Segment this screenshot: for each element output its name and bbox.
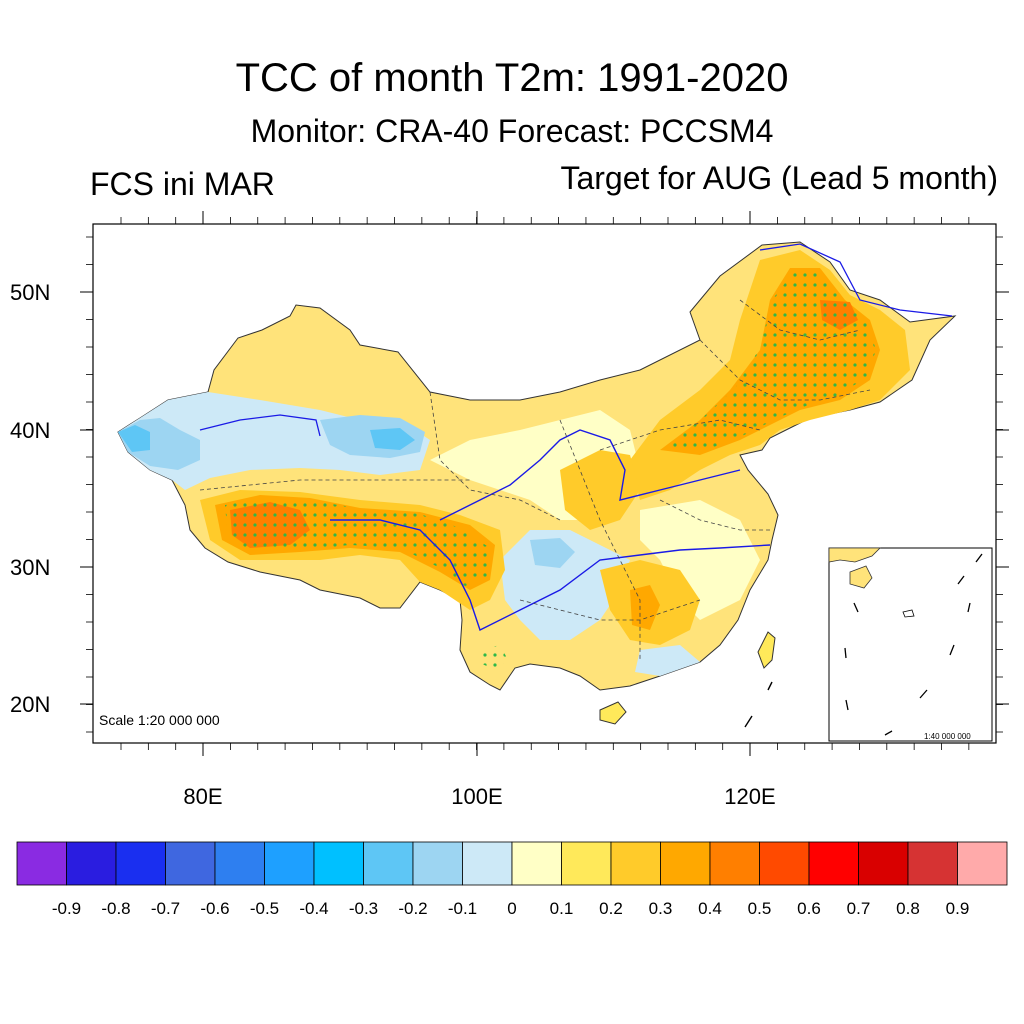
colorbar-label: 0.9 bbox=[946, 899, 970, 918]
colorbar-swatch bbox=[858, 841, 909, 886]
colorbar-swatch bbox=[610, 841, 661, 886]
colorbar-swatch bbox=[363, 841, 414, 886]
colorbar-swatch bbox=[957, 841, 1008, 886]
corr-zone-southeast-strong bbox=[630, 585, 660, 630]
lon-label-120e: 120E bbox=[724, 784, 775, 809]
lat-minor-ticks bbox=[86, 236, 1003, 733]
colorbar-label: -0.5 bbox=[250, 899, 279, 918]
colorbar-label: 0 bbox=[507, 899, 516, 918]
colorbar-swatch bbox=[214, 841, 265, 886]
colorbar-swatch bbox=[165, 841, 216, 886]
corr-zone-weak-positive-east bbox=[640, 500, 760, 620]
china-map bbox=[117, 241, 957, 728]
river-yellow bbox=[439, 429, 741, 521]
colorbar: -0.9 -0.8 -0.7 -0.6 -0.5 -0.4 -0.3 -0.2 -0.1 0 0.1… bbox=[16, 841, 1008, 918]
inset-map: 1:40 000 000 bbox=[828, 547, 993, 742]
colorbar-label: -0.2 bbox=[398, 899, 427, 918]
corr-zone-west-negative bbox=[118, 392, 430, 490]
hainan-island bbox=[599, 701, 627, 725]
corr-zone-south-negative bbox=[635, 645, 700, 676]
inset-reef bbox=[902, 609, 915, 618]
colorbar-swatch bbox=[412, 841, 463, 886]
colorbar-label: 0.1 bbox=[550, 899, 574, 918]
colorbar-swatch bbox=[808, 841, 859, 886]
target-label: Target for AUG (Lead 5 month) bbox=[560, 160, 998, 196]
dash-mark bbox=[744, 715, 753, 728]
colorbar-swatch bbox=[115, 841, 166, 886]
map-scale: Scale 1:20 000 000 bbox=[99, 712, 220, 728]
corr-zone-central-core bbox=[530, 538, 575, 568]
significance-stipple-south bbox=[480, 645, 508, 670]
river-yangtze bbox=[330, 519, 771, 631]
map-title: TCC of month T2m: 1991-2020 bbox=[235, 56, 789, 100]
colorbar-label: 0.5 bbox=[748, 899, 772, 918]
taiwan-island bbox=[757, 631, 776, 669]
significance-stipple-tibet bbox=[225, 498, 490, 586]
river-amur bbox=[759, 243, 953, 317]
colorbar-label: -0.6 bbox=[200, 899, 229, 918]
lat-label-40n: 40N bbox=[10, 418, 50, 443]
colorbar-label: -0.7 bbox=[151, 899, 180, 918]
corr-zone-central-negative bbox=[500, 530, 630, 640]
lon-minor-ticks bbox=[120, 217, 970, 750]
colorbar-label: 0.4 bbox=[698, 899, 722, 918]
colorbar-label: 0.2 bbox=[599, 899, 623, 918]
inset-hainan bbox=[849, 565, 873, 589]
colorbar-label: 0.8 bbox=[896, 899, 920, 918]
lon-label-100e: 100E bbox=[451, 784, 502, 809]
colorbar-label: -0.8 bbox=[101, 899, 130, 918]
significance-stipple-northeast bbox=[665, 270, 876, 452]
colorbar-swatch bbox=[709, 841, 760, 886]
lat-label-20n: 20N bbox=[10, 692, 50, 717]
colorbar-label: 0.7 bbox=[847, 899, 871, 918]
corr-zone-west-tip bbox=[118, 425, 150, 452]
init-label: FCS ini MAR bbox=[90, 166, 275, 202]
colorbar-swatch bbox=[264, 841, 315, 886]
colorbar-swatch bbox=[660, 841, 711, 886]
colorbar-swatch bbox=[313, 841, 364, 886]
inset-scale: 1:40 000 000 bbox=[924, 732, 971, 741]
river-tarim bbox=[199, 414, 321, 437]
dash-mark bbox=[767, 681, 773, 691]
colorbar-swatch bbox=[462, 841, 513, 886]
colorbar-label: -0.4 bbox=[299, 899, 328, 918]
colorbar-swatch bbox=[16, 841, 67, 886]
inset-coast bbox=[828, 547, 881, 563]
colorbar-label: -0.3 bbox=[349, 899, 378, 918]
corr-zone-tarim-core bbox=[370, 428, 415, 450]
colorbar-label: -0.1 bbox=[448, 899, 477, 918]
inset-dash-line bbox=[844, 553, 983, 736]
colorbar-label: 0.6 bbox=[797, 899, 821, 918]
colorbar-swatch bbox=[759, 841, 810, 886]
lat-label-50n: 50N bbox=[10, 280, 50, 305]
colorbar-swatch bbox=[907, 841, 958, 886]
colorbar-label: 0.3 bbox=[649, 899, 673, 918]
lat-label-30n: 30N bbox=[10, 555, 50, 580]
colorbar-swatch bbox=[66, 841, 117, 886]
map-subtitle: Monitor: CRA-40 Forecast: PCCSM4 bbox=[250, 113, 774, 149]
colorbar-label: -0.9 bbox=[52, 899, 81, 918]
province-borders bbox=[199, 299, 871, 660]
colorbar-swatch bbox=[511, 841, 562, 886]
colorbar-swatch bbox=[561, 841, 612, 886]
lon-label-80e: 80E bbox=[183, 784, 222, 809]
corr-zone-north-positive bbox=[560, 450, 640, 530]
